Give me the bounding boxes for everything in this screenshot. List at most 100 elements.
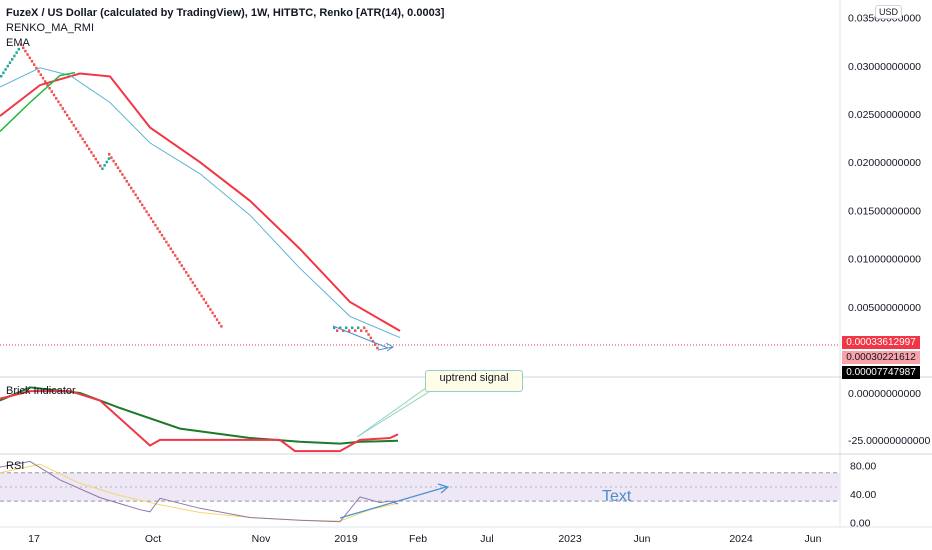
renko-up-brick (15, 51, 18, 54)
renko-down-brick (167, 244, 170, 247)
renko-down-brick (37, 70, 40, 73)
renko-down-brick (44, 80, 47, 83)
renko-down-brick (61, 107, 64, 110)
renko-down-brick (114, 163, 117, 166)
renko-up-brick (345, 326, 348, 330)
renko-up-brick (339, 326, 342, 330)
time-tick-label: Jun (805, 533, 822, 545)
chart-title: FuzeX / US Dollar (calculated by Trading… (6, 7, 445, 19)
time-tick-label: Jul (480, 533, 493, 545)
main-y-tick-label: 0.02000000000 (848, 157, 921, 169)
currency-badge[interactable]: USD (875, 5, 903, 19)
renko-down-brick (154, 223, 157, 227)
renko-up-brick (13, 54, 16, 58)
renko-down-brick (24, 49, 27, 53)
renko-down-brick (119, 169, 122, 173)
main-y-tick-label: 0.00500000000 (848, 302, 921, 314)
renko-down-brick (50, 90, 53, 93)
renko-down-brick (55, 97, 58, 100)
brick-indicator-label[interactable]: Brick Indicator (6, 385, 76, 397)
legend-indicator-renko-ma-rmi[interactable]: RENKO_MA_RMI (6, 22, 95, 34)
ema-green-line (0, 71, 76, 132)
renko-down-brick (171, 250, 175, 254)
rsi-trend-arrow (339, 483, 450, 519)
renko-down-brick (336, 329, 339, 332)
chart-legend: FuzeX / US Dollar (calculated by Trading… (6, 6, 444, 51)
renko-down-brick (74, 127, 78, 131)
time-tick-label: Jun (634, 533, 651, 545)
renko-up-brick (101, 167, 104, 171)
renko-down-brick (189, 277, 192, 281)
renko-down-brick (72, 124, 75, 127)
renko-down-brick (132, 190, 135, 193)
renko-down-brick (90, 151, 93, 154)
low-price-tag: 0.00007747987 (842, 366, 920, 379)
renko-down-brick (99, 164, 102, 168)
brick-y-tick-label: 0.00000000000 (848, 388, 921, 400)
renko-down-brick (28, 56, 31, 60)
renko-down-brick (134, 193, 137, 197)
renko-down-brick (57, 100, 60, 104)
renko-up-brick (4, 68, 7, 71)
rsi-line (0, 460, 399, 523)
renko-down-brick (79, 134, 82, 137)
renko-down-brick (147, 213, 150, 217)
renko-down-brick (176, 257, 179, 261)
rsi-pane (0, 460, 840, 523)
main-y-tick-label: 0.01500000000 (848, 205, 921, 217)
renko-up-brick (11, 58, 14, 61)
renko-down-brick (200, 294, 203, 298)
renko-down-brick (348, 329, 351, 332)
renko-up-brick (351, 326, 354, 330)
rsi-y-tick-label: 80.00 (850, 461, 876, 473)
renko-down-brick (30, 59, 34, 63)
renko-down-brick (198, 291, 201, 294)
time-tick-label: Feb (409, 533, 427, 545)
renko-down-brick (369, 336, 372, 340)
renko-down-brick (367, 333, 370, 336)
renko-down-brick (39, 73, 42, 77)
renko-down-brick (70, 120, 73, 124)
renko-down-brick (136, 196, 139, 200)
main-y-tick-label: 0.01000000000 (848, 254, 921, 266)
renko-down-brick (193, 284, 197, 288)
time-tick-label: 2019 (334, 533, 358, 545)
renko-down-brick (46, 83, 49, 87)
callout-pointer (356, 384, 442, 438)
renko-down-brick (196, 287, 199, 291)
last-price-tag: 0.00033612997 (842, 336, 920, 349)
renko-down-brick (152, 220, 155, 224)
rsi-label[interactable]: RSI (6, 460, 25, 472)
time-tick-label: 17 (28, 533, 40, 545)
renko-down-brick (180, 264, 183, 267)
renko-down-brick (178, 260, 181, 264)
renko-down-brick (213, 314, 216, 318)
renko-up-brick (6, 64, 9, 68)
renko-down-brick (174, 254, 177, 257)
renko-down-brick (207, 304, 210, 308)
main-pane (0, 43, 401, 350)
ma-price-tag: 0.00030221612 (842, 351, 920, 364)
uptrend-callout[interactable]: uptrend signal (425, 370, 523, 392)
time-tick-label: 2024 (729, 533, 753, 545)
renko-down-brick (360, 329, 363, 332)
uptrend-callout-text: uptrend signal (439, 372, 509, 384)
text-note-annotation[interactable]: Text (602, 488, 632, 505)
time-tick-label: Oct (145, 533, 161, 545)
renko-down-brick (41, 76, 45, 80)
renko-down-brick (365, 329, 368, 333)
renko-down-brick (191, 281, 194, 284)
renko-down-brick (169, 247, 172, 251)
renko-down-brick (48, 86, 51, 90)
renko-down-brick (68, 117, 71, 120)
renko-down-brick (92, 154, 95, 158)
legend-indicator-ema[interactable]: EMA (6, 37, 30, 49)
ma-blue-line (0, 67, 401, 339)
renko-down-brick (22, 46, 25, 50)
renko-down-brick (63, 110, 67, 114)
renko-down-brick (59, 103, 62, 107)
renko-up-brick (333, 326, 336, 330)
renko-down-brick (143, 206, 146, 210)
renko-down-brick (342, 329, 345, 332)
